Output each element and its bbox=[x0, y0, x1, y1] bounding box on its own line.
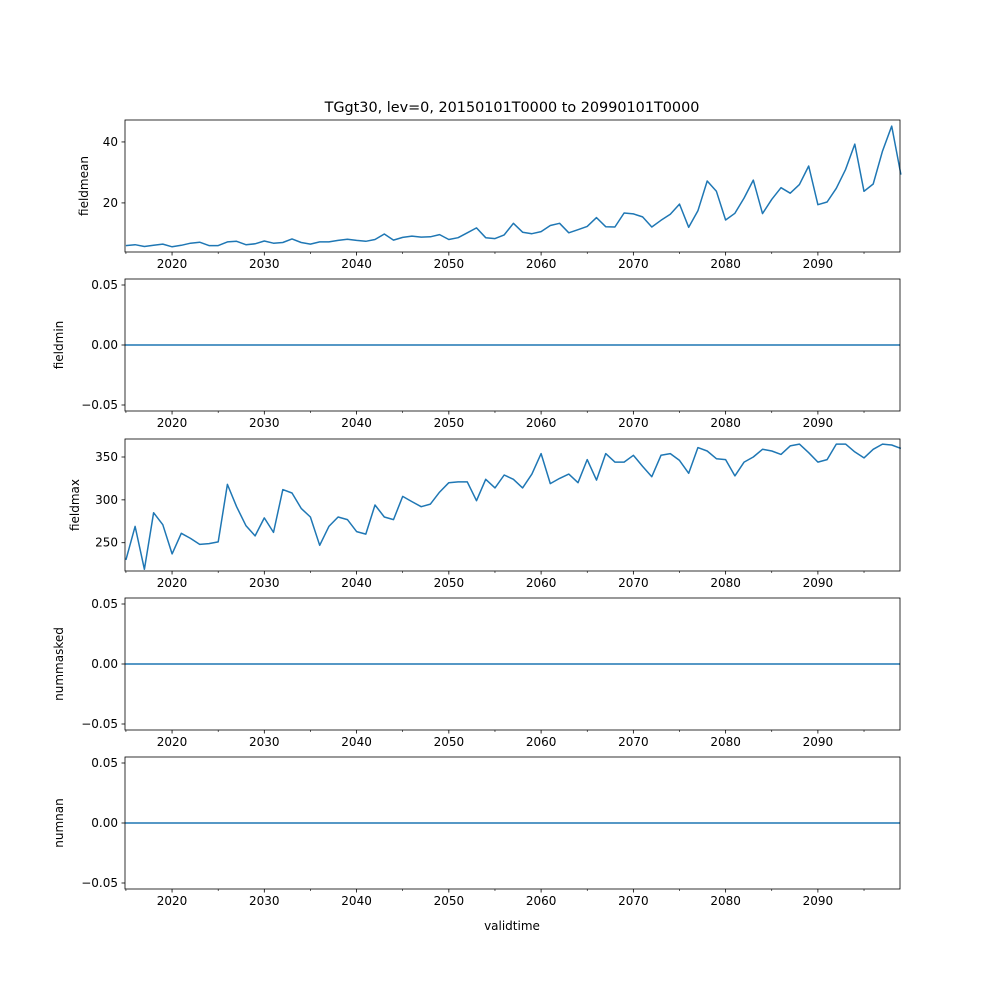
x-tick-label: 2050 bbox=[434, 576, 465, 590]
x-tick-label: 2080 bbox=[710, 257, 741, 271]
x-tick-label: 2020 bbox=[157, 576, 188, 590]
x-tick-label: 2020 bbox=[157, 894, 188, 908]
x-tick-label: 2070 bbox=[618, 257, 649, 271]
y-axis-label: nummasked bbox=[52, 627, 66, 701]
data-line-fieldmean bbox=[125, 125, 902, 248]
y-tick-label: 0.05 bbox=[91, 597, 118, 611]
x-tick-label: 2070 bbox=[618, 416, 649, 430]
x-tick-label: 2050 bbox=[434, 257, 465, 271]
data-line-fieldmax bbox=[125, 443, 902, 571]
x-tick-label: 2040 bbox=[341, 894, 372, 908]
x-tick-label: 2080 bbox=[710, 576, 741, 590]
y-tick-label: 0.05 bbox=[91, 278, 118, 292]
x-tick-label: 2030 bbox=[249, 894, 280, 908]
x-tick-label: 2090 bbox=[803, 894, 834, 908]
x-tick-label: 2040 bbox=[341, 257, 372, 271]
x-tick-label: 2060 bbox=[526, 576, 557, 590]
x-tick-label: 2090 bbox=[803, 576, 834, 590]
x-tick-label: 2020 bbox=[157, 735, 188, 749]
y-axis-label: numnan bbox=[52, 798, 66, 847]
axes-frame bbox=[124, 438, 901, 572]
x-tick-label: 2040 bbox=[341, 735, 372, 749]
x-tick-label: 2040 bbox=[341, 576, 372, 590]
y-tick-label: −0.05 bbox=[81, 876, 118, 890]
y-tick-label: −0.05 bbox=[81, 717, 118, 731]
subplot-numnan: −0.05 0.00 0.05 2020 2030 2040 2050 2060 2070 208… bbox=[52, 756, 901, 908]
x-tick-label: 2020 bbox=[157, 257, 188, 271]
y-tick-label: 350 bbox=[95, 450, 118, 464]
x-tick-label: 2050 bbox=[434, 894, 465, 908]
x-tick-label: 2090 bbox=[803, 416, 834, 430]
x-tick-label: 2020 bbox=[157, 416, 188, 430]
x-tick-label: 2070 bbox=[618, 894, 649, 908]
y-tick-label: 250 bbox=[95, 536, 118, 550]
y-tick-label: 20 bbox=[103, 196, 118, 210]
chart-title: TGgt30, lev=0, 20150101T0000 to 20990101… bbox=[324, 100, 700, 116]
x-tick-label: 2060 bbox=[526, 257, 557, 271]
x-tick-label: 2060 bbox=[526, 416, 557, 430]
x-tick-label: 2030 bbox=[249, 576, 280, 590]
y-tick-label: 0.00 bbox=[91, 657, 118, 671]
x-tick-label: 2060 bbox=[526, 735, 557, 749]
y-tick-label: 0.05 bbox=[91, 756, 118, 770]
y-tick-label: 0.00 bbox=[91, 338, 118, 352]
x-tick-label: 2060 bbox=[526, 894, 557, 908]
x-tick-label: 2030 bbox=[249, 735, 280, 749]
x-tick-label: 2080 bbox=[710, 894, 741, 908]
x-tick-label: 2090 bbox=[803, 735, 834, 749]
x-tick-label: 2070 bbox=[618, 576, 649, 590]
x-axis-label: validtime bbox=[484, 919, 540, 933]
y-axis-label: fieldmax bbox=[68, 479, 82, 531]
y-tick-label: 0.00 bbox=[91, 816, 118, 830]
x-tick-label: 2090 bbox=[803, 257, 834, 271]
y-axis-label: fieldmean bbox=[77, 156, 91, 216]
x-tick-label: 2050 bbox=[434, 735, 465, 749]
x-tick-label: 2050 bbox=[434, 416, 465, 430]
axes-frame bbox=[124, 119, 901, 253]
x-tick-label: 2040 bbox=[341, 416, 372, 430]
subplot-fieldmax: 250 300 350 2020 2030 2040 2050 2060 2070 2080 209… bbox=[68, 438, 902, 590]
x-tick-label: 2080 bbox=[710, 416, 741, 430]
x-tick-label: 2080 bbox=[710, 735, 741, 749]
y-tick-label: 300 bbox=[95, 493, 118, 507]
x-tick-label: 2030 bbox=[249, 416, 280, 430]
subplot-fieldmin: −0.05 0.00 0.05 2020 2030 2040 2050 2060 2070 208… bbox=[52, 278, 901, 430]
subplot-nummasked: −0.05 0.00 0.05 2020 2030 2040 2050 2060 2070 208… bbox=[52, 597, 901, 749]
y-tick-label: 40 bbox=[103, 135, 118, 149]
y-axis-label: fieldmin bbox=[52, 321, 66, 370]
y-tick-label: −0.05 bbox=[81, 398, 118, 412]
x-tick-label: 2030 bbox=[249, 257, 280, 271]
x-tick-label: 2070 bbox=[618, 735, 649, 749]
